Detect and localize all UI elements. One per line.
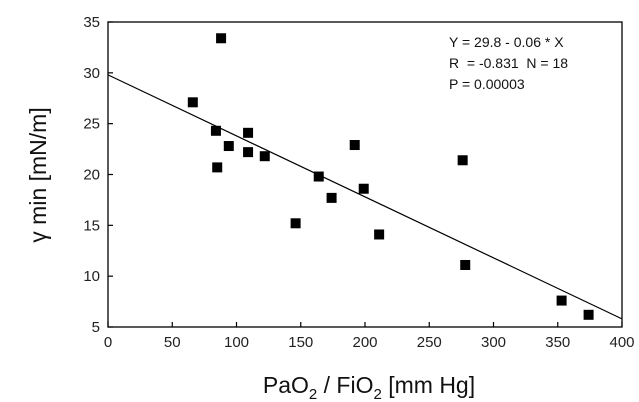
y-axis-title: γ min [mN/m] bbox=[25, 107, 51, 242]
data-point bbox=[259, 151, 270, 162]
y-axis-ticks: 5 10 15 20 25 30 35 bbox=[83, 14, 113, 336]
data-point bbox=[583, 309, 594, 320]
x-tick-label: 400 bbox=[609, 334, 634, 351]
y-tick-label: 25 bbox=[83, 116, 100, 133]
y-tick-label: 30 bbox=[83, 65, 100, 82]
annotation-box: Y = 29.8 - 0.06 * X R = -0.831 N = 18 P … bbox=[449, 34, 568, 92]
data-point bbox=[216, 33, 227, 44]
data-point bbox=[313, 171, 324, 182]
data-point bbox=[556, 295, 567, 306]
x-tick-label: 350 bbox=[545, 334, 570, 351]
y-tick-label: 15 bbox=[83, 217, 100, 234]
x-tick-label: 100 bbox=[224, 334, 249, 351]
annotation-stats: R = -0.831 N = 18 bbox=[449, 55, 568, 71]
y-tick-label: 5 bbox=[92, 319, 100, 336]
x-tick-label: 200 bbox=[352, 334, 377, 351]
x-axis-ticks: 0 50 100 150 200 250 300 350 400 bbox=[104, 322, 635, 351]
data-points bbox=[187, 33, 594, 320]
x-tick-label: 250 bbox=[417, 334, 442, 351]
data-point bbox=[326, 192, 337, 203]
y-tick-label: 35 bbox=[83, 14, 100, 31]
data-point bbox=[223, 141, 234, 152]
x-axis-title: PaO2 / FiO2 [mm Hg] bbox=[263, 372, 475, 402]
data-point bbox=[243, 127, 254, 138]
data-point bbox=[358, 183, 369, 194]
x-tick-label: 50 bbox=[164, 334, 181, 351]
y-tick-label: 10 bbox=[83, 268, 100, 285]
x-tick-label: 300 bbox=[481, 334, 506, 351]
data-point bbox=[290, 218, 301, 229]
x-tick-label: 0 bbox=[104, 334, 112, 351]
annotation-pvalue: P = 0.00003 bbox=[449, 76, 525, 92]
annotation-equation: Y = 29.8 - 0.06 * X bbox=[449, 34, 564, 50]
data-point bbox=[349, 140, 360, 151]
data-point bbox=[212, 162, 223, 173]
data-point bbox=[210, 125, 221, 136]
y-tick-label: 20 bbox=[83, 167, 100, 184]
data-point bbox=[460, 259, 471, 270]
regression-line bbox=[107, 74, 623, 320]
data-point bbox=[374, 229, 385, 240]
data-point bbox=[243, 147, 254, 158]
data-point bbox=[457, 155, 468, 166]
x-tick-label: 150 bbox=[288, 334, 313, 351]
data-point bbox=[187, 97, 198, 108]
regression-line-group bbox=[107, 74, 623, 320]
